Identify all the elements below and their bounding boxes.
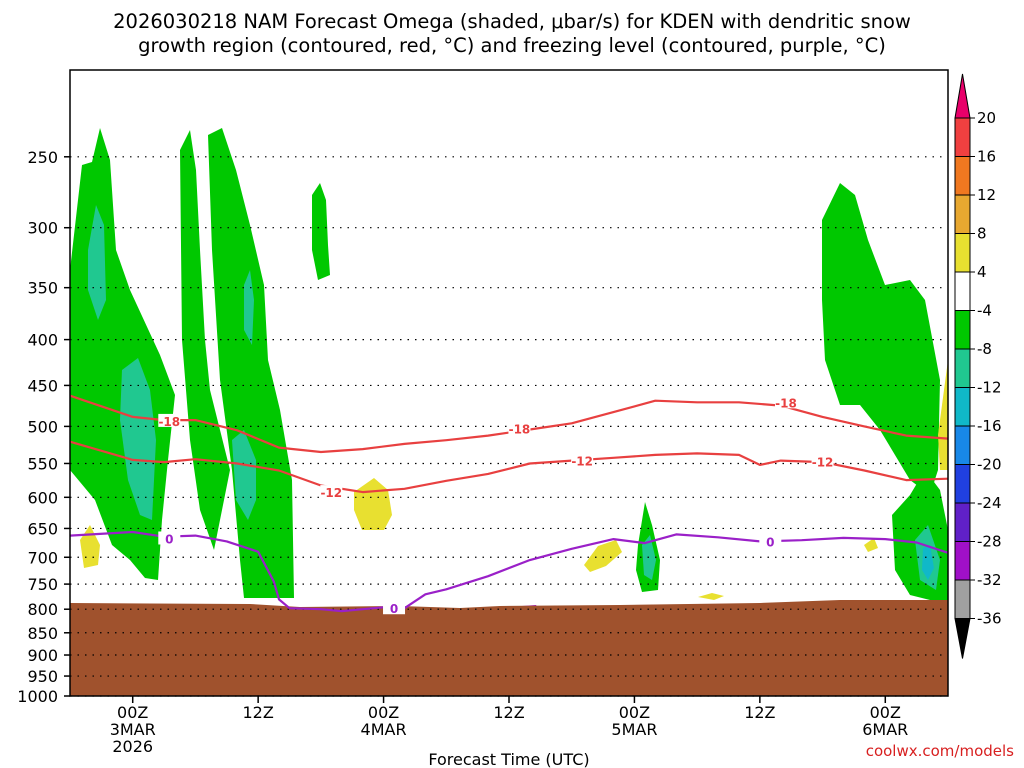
- colorbar-swatch: [954, 233, 971, 273]
- y-tick-label: 550: [27, 454, 58, 473]
- omega-region-green: [822, 183, 940, 495]
- y-tick-label: 750: [27, 575, 58, 594]
- omega-region-yellow: [864, 538, 878, 552]
- credit-text: coolwx.com/models: [866, 742, 1014, 760]
- y-tick-label: 1000: [17, 687, 58, 706]
- omega-region-teal: [244, 270, 254, 345]
- y-tick-label: 700: [27, 548, 58, 567]
- colorbar-label: 8: [977, 225, 987, 243]
- colorbar-label: -24: [977, 494, 1002, 512]
- chart-title-line1: 2026030218 NAM Forecast Omega (shaded, μ…: [113, 10, 911, 33]
- contour-label: -12: [571, 455, 593, 469]
- colorbar-swatch: [954, 194, 971, 234]
- x-tick-label: 4MAR: [361, 720, 407, 739]
- y-tick-label: 650: [27, 519, 58, 538]
- contour-label-bg: [508, 421, 531, 435]
- y-tick-label: 400: [27, 331, 58, 350]
- x-tick-label: 5MAR: [611, 720, 657, 739]
- y-tick-label: 450: [27, 376, 58, 395]
- colorbar-label: -32: [977, 571, 1002, 589]
- contour-line: [69, 440, 949, 494]
- omega-region-green: [312, 183, 330, 280]
- x-tick-label: 12Z: [744, 703, 775, 722]
- chart-title-line2: growth region (contoured, red, °C) and f…: [138, 34, 886, 57]
- colorbar-swatch: [954, 541, 971, 581]
- colorbar-swatch: [954, 387, 971, 427]
- colorbar-top-arrow: [954, 73, 971, 119]
- y-tick-label: 250: [27, 148, 58, 167]
- contour-label-bg: [383, 601, 406, 615]
- y-tick-label: 900: [27, 646, 58, 665]
- x-tick-label: 2026: [112, 737, 153, 756]
- y-tick-label: 500: [27, 417, 58, 436]
- contour-label: -18: [775, 396, 797, 410]
- y-tick-label: 600: [27, 488, 58, 507]
- omega-region-teal: [88, 205, 106, 320]
- y-tick-label: 300: [27, 219, 58, 238]
- contour-label-bg: [759, 534, 782, 548]
- x-tick-label: 12Z: [242, 703, 273, 722]
- contour-label-bg: [774, 395, 797, 409]
- y-tick-label: 850: [27, 624, 58, 643]
- omega-region-cyan: [922, 545, 934, 580]
- contour-label: 0: [390, 602, 398, 616]
- x-tick-label: 6MAR: [862, 720, 908, 739]
- x-tick-label: 3MAR: [110, 720, 156, 739]
- y-tick-label: 950: [27, 667, 58, 686]
- contour-label: 0: [165, 532, 173, 546]
- colorbar-label: -36: [977, 610, 1002, 628]
- contour-label-bg: [158, 413, 181, 427]
- contour-label: -18: [158, 415, 180, 429]
- contour-labels: -18 -18 -18 -12 -12 -12 0 0 0: [158, 395, 834, 616]
- y-axis: 250 300 350 400 450 500 550 600 650 700 750 800 850 9…: [17, 148, 70, 706]
- colorbar-bottom-arrow: [954, 618, 971, 659]
- colorbar-swatch: [954, 271, 971, 311]
- omega-region-yellow: [698, 593, 724, 600]
- colorbar-swatch: [954, 502, 971, 542]
- omega-region-yellow: [938, 360, 948, 470]
- y-tick-label: 800: [27, 600, 58, 619]
- x-axis-label: Forecast Time (UTC): [428, 750, 589, 768]
- colorbar-label: 20: [977, 109, 996, 127]
- colorbar-swatch: [954, 156, 971, 196]
- x-tick-label: 12Z: [493, 703, 524, 722]
- contour-label-bg: [158, 531, 181, 545]
- contour-label: -18: [509, 423, 531, 437]
- colorbar-swatch: [954, 310, 971, 350]
- colorbar-swatch: [954, 348, 971, 388]
- omega-region-yellow: [584, 540, 622, 572]
- contour-label: -12: [320, 486, 342, 500]
- x-tick-label: 00Z: [368, 703, 399, 722]
- colorbar-label: -16: [977, 417, 1002, 435]
- contour-label: -12: [812, 455, 834, 469]
- colorbar: 20 16 12 8 4 -4 -8 -12 -16 -20 -24 -28 -32 -36: [954, 73, 1002, 659]
- colorbar-swatch: [954, 117, 971, 157]
- contour-label-bg: [571, 453, 594, 467]
- x-tick-label: 00Z: [117, 703, 148, 722]
- colorbar-label: -8: [977, 340, 992, 358]
- colorbar-swatch: [954, 464, 971, 504]
- contour-label: 0: [766, 535, 774, 549]
- colorbar-label: -4: [977, 302, 992, 320]
- colorbar-label: -12: [977, 379, 1002, 397]
- omega-region-teal: [120, 358, 156, 520]
- colorbar-label: 12: [977, 186, 996, 204]
- colorbar-swatch: [954, 579, 971, 619]
- contour-label-bg: [320, 485, 343, 499]
- ground-terrain: [70, 600, 948, 696]
- x-tick-label: 00Z: [619, 703, 650, 722]
- colorbar-label: -28: [977, 533, 1002, 551]
- colorbar-label: 4: [977, 263, 987, 281]
- colorbar-label: 16: [977, 148, 996, 166]
- y-tick-label: 350: [27, 279, 58, 298]
- x-tick-label: 00Z: [870, 703, 901, 722]
- colorbar-label: -20: [977, 456, 1002, 474]
- contour-label-bg: [811, 454, 834, 468]
- omega-region-green: [208, 128, 294, 598]
- colorbar-swatch: [954, 425, 971, 465]
